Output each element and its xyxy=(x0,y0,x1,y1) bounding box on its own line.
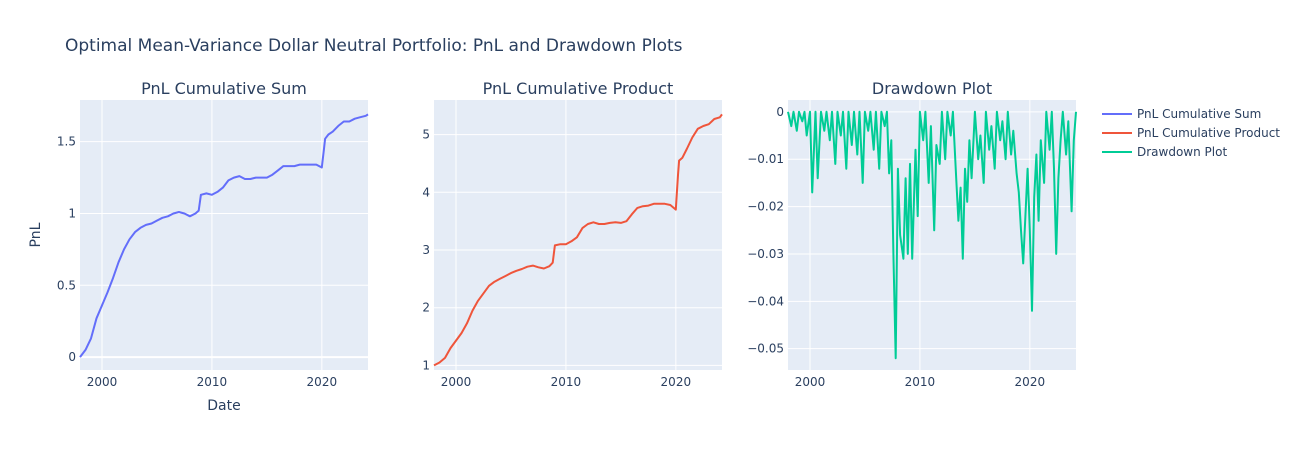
grid-1 xyxy=(80,100,368,370)
x-tick-label: 2020 xyxy=(1015,375,1046,389)
subplot-title-3: Drawdown Plot xyxy=(872,79,992,98)
subplot-drawdown: 2000 2010 2020 0 −0.01 −0.02 −0.03 −0.04 −0.05 D… xyxy=(747,79,1077,389)
legend-item-pnl-cumsum[interactable]: PnL Cumulative Sum xyxy=(1102,107,1261,121)
y-tick-label: 1 xyxy=(68,206,76,220)
series-3 xyxy=(787,110,1077,360)
y-tick-label: −0.01 xyxy=(747,152,784,166)
x-tick-label: 2010 xyxy=(551,375,582,389)
legend-label-2: PnL Cumulative Product xyxy=(1137,126,1280,140)
y-tick-label: 4 xyxy=(422,185,430,199)
y-tick-label: −0.05 xyxy=(747,342,784,356)
x-tick-label: 2020 xyxy=(661,375,692,389)
legend-label-3: Drawdown Plot xyxy=(1137,145,1227,159)
figure-title: Optimal Mean-Variance Dollar Neutral Por… xyxy=(65,36,683,56)
subplot-pnl-cumprod: 2000 2010 2020 1 2 3 4 5 PnL Cumulative Product xyxy=(422,79,723,389)
ticks-1: 2000 2010 2020 0 0.5 1 1.5 xyxy=(57,135,337,389)
x-axis-title-1: Date xyxy=(207,398,240,414)
series-line xyxy=(433,113,723,367)
y-tick-label: 2 xyxy=(422,301,430,315)
y-tick-label: −0.03 xyxy=(747,247,784,261)
plot-area-1 xyxy=(80,100,368,370)
legend: PnL Cumulative Sum PnL Cumulative Produc… xyxy=(1102,107,1280,159)
x-tick-label: 2000 xyxy=(87,375,118,389)
series-line xyxy=(787,110,1077,360)
series-2 xyxy=(433,113,723,367)
subplot-title-2: PnL Cumulative Product xyxy=(483,79,674,98)
y-tick-label: 0.5 xyxy=(57,278,76,292)
series-1 xyxy=(79,113,369,358)
ticks-2: 2000 2010 2020 1 2 3 4 5 xyxy=(422,128,691,389)
subplot-title-1: PnL Cumulative Sum xyxy=(141,79,307,98)
y-tick-label: 0 xyxy=(776,105,784,119)
ticks-3: 2000 2010 2020 0 −0.01 −0.02 −0.03 −0.04 −0.05 xyxy=(747,105,1045,389)
x-tick-label: 2000 xyxy=(441,375,472,389)
series-line xyxy=(79,113,369,358)
legend-item-drawdown[interactable]: Drawdown Plot xyxy=(1102,145,1227,159)
legend-item-pnl-cumprod[interactable]: PnL Cumulative Product xyxy=(1102,126,1280,140)
grid-2 xyxy=(434,100,722,370)
y-tick-label: 5 xyxy=(422,128,430,142)
y-tick-label: 1.5 xyxy=(57,135,76,149)
y-tick-label: −0.04 xyxy=(747,294,784,308)
x-tick-label: 2010 xyxy=(905,375,936,389)
y-tick-label: −0.02 xyxy=(747,200,784,214)
y-tick-label: 0 xyxy=(68,350,76,364)
y-tick-label: 1 xyxy=(422,358,430,372)
x-tick-label: 2020 xyxy=(307,375,338,389)
legend-label-1: PnL Cumulative Sum xyxy=(1137,107,1261,121)
x-tick-label: 2010 xyxy=(197,375,228,389)
y-axis-title-1: PnL xyxy=(28,222,44,247)
x-tick-label: 2000 xyxy=(795,375,826,389)
y-tick-label: 3 xyxy=(422,243,430,257)
